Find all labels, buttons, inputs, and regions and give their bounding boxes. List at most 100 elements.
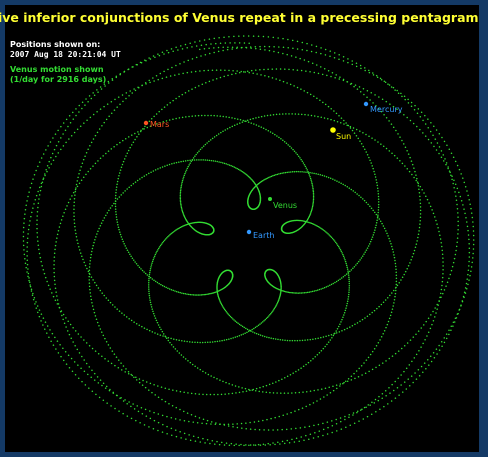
trail-dot	[225, 116, 227, 118]
trail-dot	[169, 101, 171, 104]
trail-dot	[48, 160, 50, 163]
trail-dot	[310, 50, 313, 53]
trail-dot	[361, 374, 363, 376]
trail-dot	[178, 227, 181, 229]
trail-dot	[444, 158, 446, 160]
trail-dot	[214, 340, 216, 343]
trail-dot	[172, 346, 175, 348]
trail-dot	[87, 270, 90, 273]
trail-dot	[304, 339, 306, 341]
trail-dot	[208, 293, 211, 295]
trail-dot	[455, 195, 457, 197]
trail-dot	[248, 444, 250, 446]
trail-dot	[148, 389, 150, 391]
trail-dot	[364, 69, 366, 72]
trail-dot	[135, 63, 138, 66]
trail-dot	[372, 234, 375, 236]
trail-dot	[293, 85, 295, 87]
trail-dot	[346, 124, 348, 127]
trail-dot	[436, 142, 439, 144]
trail-dot	[153, 279, 155, 281]
trail-dot	[297, 369, 300, 371]
trail-dot	[301, 407, 304, 409]
trail-dot	[131, 134, 133, 136]
trail-dot	[211, 69, 214, 71]
trail-dot	[181, 181, 183, 184]
trail-dot	[236, 423, 238, 425]
trail-dot	[240, 443, 242, 446]
trail-dot	[180, 203, 182, 206]
trail-dot	[354, 191, 356, 194]
trail-dot	[359, 409, 362, 411]
trail-dot	[236, 123, 238, 125]
trail-dot	[309, 338, 312, 341]
trail-dot	[309, 176, 311, 178]
trail-dot	[36, 227, 38, 230]
trail-dot	[74, 229, 77, 231]
sun-label: Sun	[336, 132, 351, 141]
trail-dot	[203, 39, 206, 41]
trail-dot	[125, 92, 128, 94]
trail-dot	[159, 334, 162, 336]
trail-dot	[410, 375, 413, 377]
trail-dot	[251, 179, 253, 181]
trail-dot	[303, 171, 305, 173]
trail-dot	[107, 150, 110, 152]
trail-dot	[277, 338, 279, 341]
trail-dot	[167, 236, 169, 238]
trail-dot	[354, 84, 357, 86]
trail-dot	[440, 156, 443, 158]
trail-dot	[92, 165, 94, 167]
trail-dot	[50, 156, 52, 159]
trail-dot	[335, 112, 338, 115]
trail-dot	[305, 363, 307, 366]
trail-dot	[390, 243, 392, 245]
trail-dot	[143, 128, 145, 130]
trail-dot	[307, 114, 309, 116]
trail-dot	[104, 85, 106, 87]
trail-dot	[195, 56, 198, 59]
trail-dot	[98, 396, 101, 399]
trail-dot	[329, 55, 331, 57]
trail-dot	[275, 381, 277, 383]
trail-dot	[341, 318, 343, 321]
trail-dot	[90, 295, 92, 297]
trail-dot	[233, 166, 236, 168]
trail-dot	[342, 56, 345, 58]
trail-dot	[274, 306, 276, 309]
trail-dot	[209, 341, 211, 343]
trail-dot	[296, 153, 299, 156]
trail-dot	[369, 205, 371, 208]
trail-dot	[442, 257, 444, 259]
trail-dot	[187, 159, 189, 162]
trail-dot	[274, 416, 276, 419]
trail-dot	[392, 305, 394, 307]
trail-dot	[365, 249, 368, 251]
trail-dot	[275, 174, 277, 176]
trail-dot	[122, 160, 125, 163]
trail-dot	[133, 321, 135, 323]
trail-dot	[47, 145, 49, 147]
trail-dot	[372, 102, 374, 104]
venus-trail	[22, 35, 475, 447]
trail-dot	[25, 266, 27, 269]
trail-dot	[345, 262, 347, 265]
trail-dot	[56, 340, 59, 342]
trail-dot	[36, 305, 39, 307]
trail-dot	[469, 274, 471, 277]
trail-dot	[325, 286, 328, 288]
trail-dot	[113, 202, 115, 205]
trail-dot	[379, 339, 381, 341]
trail-dot	[156, 333, 159, 335]
trail-dot	[287, 392, 289, 394]
trail-dot	[340, 277, 343, 279]
trail-dot	[269, 176, 271, 178]
trail-dot	[269, 314, 271, 316]
trail-dot	[236, 70, 238, 72]
trail-dot	[305, 291, 307, 294]
trail-dot	[151, 331, 154, 333]
trail-dot	[437, 227, 439, 229]
trail-dot	[226, 48, 229, 51]
trail-dot	[253, 123, 255, 125]
trail-dot	[262, 385, 264, 388]
